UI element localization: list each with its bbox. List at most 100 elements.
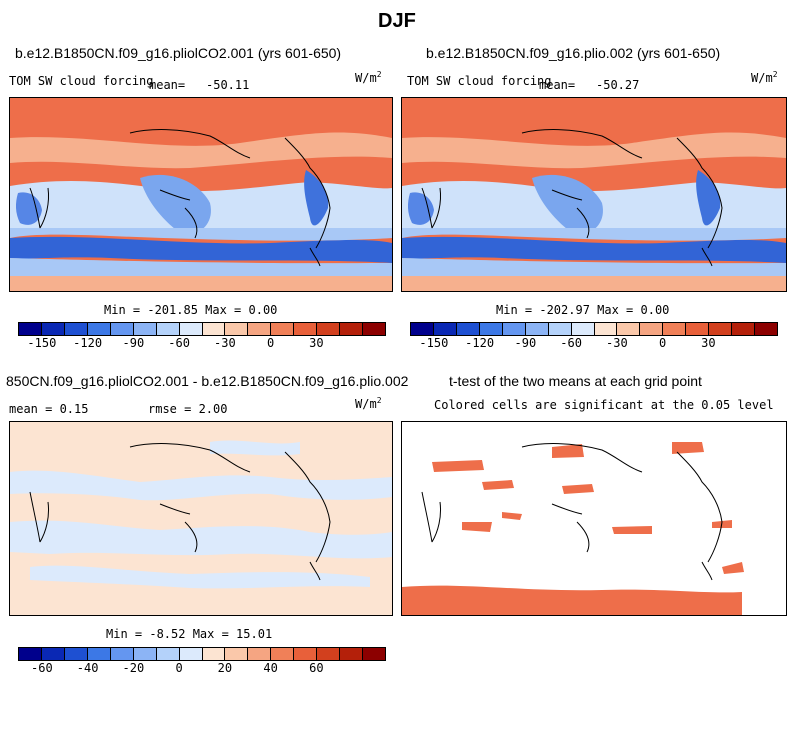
panel1-colorbar-swatch [317, 323, 341, 335]
panel2-colorbar-swatch [663, 323, 687, 335]
colorbar-tick-label: 0 [267, 336, 275, 350]
panel3-colorbar-swatch [110, 648, 134, 660]
panel3-colorbar-swatch [87, 648, 111, 660]
panel1-field-svg [10, 98, 392, 291]
panel2-map [401, 97, 787, 292]
panel3-colorbar-swatch [156, 648, 180, 660]
panel1-colorbar-swatch [64, 323, 88, 335]
panel2-colorbar-swatch [686, 323, 710, 335]
panel2-colorbar-swatch [479, 323, 503, 335]
colorbar-tick-label: -60 [168, 336, 190, 350]
panel2-colorbar-swatch [525, 323, 549, 335]
panel1-colorbar-swatch [202, 323, 226, 335]
colorbar-tick-label: -60 [31, 661, 53, 675]
panel1-colorbar [18, 322, 386, 336]
panel2-colorbar-swatch [456, 323, 480, 335]
colorbar-tick-label: 40 [263, 661, 278, 675]
colorbar-tick-label: -30 [606, 336, 628, 350]
panel3-colorbar-swatch [225, 648, 249, 660]
panel3-units: W/m2 [355, 396, 382, 411]
panel1-map [9, 97, 393, 292]
panel2-units: W/m2 [751, 70, 778, 85]
colorbar-tick-label: -90 [122, 336, 145, 350]
panel4-note: Colored cells are significant at the 0.0… [434, 398, 774, 412]
colorbar-tick-label: -40 [76, 661, 99, 675]
panel3-colorbar-swatch [317, 648, 341, 660]
panel3-rmse: rmse = 2.00 [148, 402, 228, 416]
panel4-field-svg [402, 422, 786, 615]
panel1-stats: Min = -201.85 Max = 0.00 [104, 303, 278, 317]
panel2-colorbar [410, 322, 778, 336]
panel3-colorbar-swatch [363, 648, 385, 660]
colorbar-tick-label: -150 [27, 336, 57, 350]
panel1-mean-label: mean= [149, 78, 186, 92]
panel3-map [9, 421, 393, 616]
panel2-colorbar-swatch [640, 323, 664, 335]
panel3-colorbar-swatch [340, 648, 364, 660]
colorbar-tick-label: -90 [514, 336, 537, 350]
panel2-colorbar-swatch [732, 323, 756, 335]
colorbar-tick-label: -30 [214, 336, 236, 350]
panel3-mean: mean = 0.15 [9, 402, 89, 416]
panel1-colorbar-swatch [41, 323, 65, 335]
panel1-mean-value: -50.11 [206, 78, 250, 92]
panel3-colorbar-swatch [19, 648, 42, 660]
panel1-colorbar-swatch [110, 323, 134, 335]
panel3-title: 850CN.f09_g16.pliolCO2.001 - b.e12.B1850… [6, 373, 409, 389]
colorbar-tick-label: -60 [560, 336, 582, 350]
panel1-colorbar-swatch [87, 323, 111, 335]
panel3-colorbar-swatch [133, 648, 157, 660]
panel1-colorbar-swatch [294, 323, 318, 335]
colorbar-tick-label: -120 [73, 336, 103, 350]
panel1-colorbar-swatch [248, 323, 272, 335]
panel3-colorbar-swatch [248, 648, 272, 660]
panel2-colorbar-swatch [617, 323, 641, 335]
panel3-colorbar-swatch [64, 648, 88, 660]
panel1-variable: TOM SW cloud forcing [9, 74, 154, 88]
colorbar-tick-label: 0 [175, 661, 183, 675]
colorbar-tick-label: 0 [659, 336, 667, 350]
colorbar-tick-label: -120 [465, 336, 495, 350]
panel2-colorbar-swatch [755, 323, 777, 335]
panel2-colorbar-swatch [548, 323, 572, 335]
panel4-map [401, 421, 787, 616]
colorbar-tick-label: 20 [217, 661, 233, 675]
panel3-colorbar-swatch [179, 648, 203, 660]
panel2-colorbar-swatch [433, 323, 457, 335]
panel2-colorbar-swatch [594, 323, 618, 335]
panel2-mean-label: mean= [539, 78, 576, 92]
panel3-stats: Min = -8.52 Max = 15.01 [106, 627, 273, 641]
panel1-units: W/m2 [355, 70, 382, 85]
panel1-colorbar-swatch [179, 323, 203, 335]
panel2-colorbar-swatch [709, 323, 733, 335]
panel2-variable: TOM SW cloud forcing [407, 74, 552, 88]
panel2-field-svg [402, 98, 786, 291]
panel1-colorbar-swatch [340, 323, 364, 335]
panel2-colorbar-swatch [502, 323, 526, 335]
panel2-colorbar-swatch [411, 323, 434, 335]
panel2-title: b.e12.B1850CN.f09_g16.plio.002 (yrs 601-… [426, 45, 721, 61]
colorbar-tick-label: 60 [309, 661, 324, 675]
panel3-colorbar-swatch [202, 648, 226, 660]
colorbar-tick-label: -150 [419, 336, 449, 350]
panel1-title: b.e12.B1850CN.f09_g16.pliolCO2.001 (yrs … [15, 45, 342, 61]
panel2-mean-value: -50.27 [596, 78, 640, 92]
colorbar-tick-label: -20 [122, 661, 145, 675]
colorbar-tick-label: 30 [701, 336, 716, 350]
panel3-colorbar-swatch [294, 648, 318, 660]
panel3-colorbar-swatch [271, 648, 295, 660]
panel1-colorbar-swatch [225, 323, 249, 335]
panel2-stats: Min = -202.97 Max = 0.00 [496, 303, 670, 317]
panel1-colorbar-swatch [19, 323, 42, 335]
panel2-colorbar-swatch [571, 323, 595, 335]
panel3-colorbar [18, 647, 386, 661]
panel1-colorbar-swatch [271, 323, 295, 335]
panel1-colorbar-swatch [156, 323, 180, 335]
panel4-title: t-test of the two means at each grid poi… [449, 373, 702, 389]
colorbar-tick-label: 30 [309, 336, 324, 350]
figure-title: DJF [378, 10, 416, 32]
panel1-colorbar-swatch [133, 323, 157, 335]
panel1-colorbar-swatch [363, 323, 385, 335]
panel3-colorbar-swatch [41, 648, 65, 660]
panel3-field-svg [10, 422, 392, 615]
